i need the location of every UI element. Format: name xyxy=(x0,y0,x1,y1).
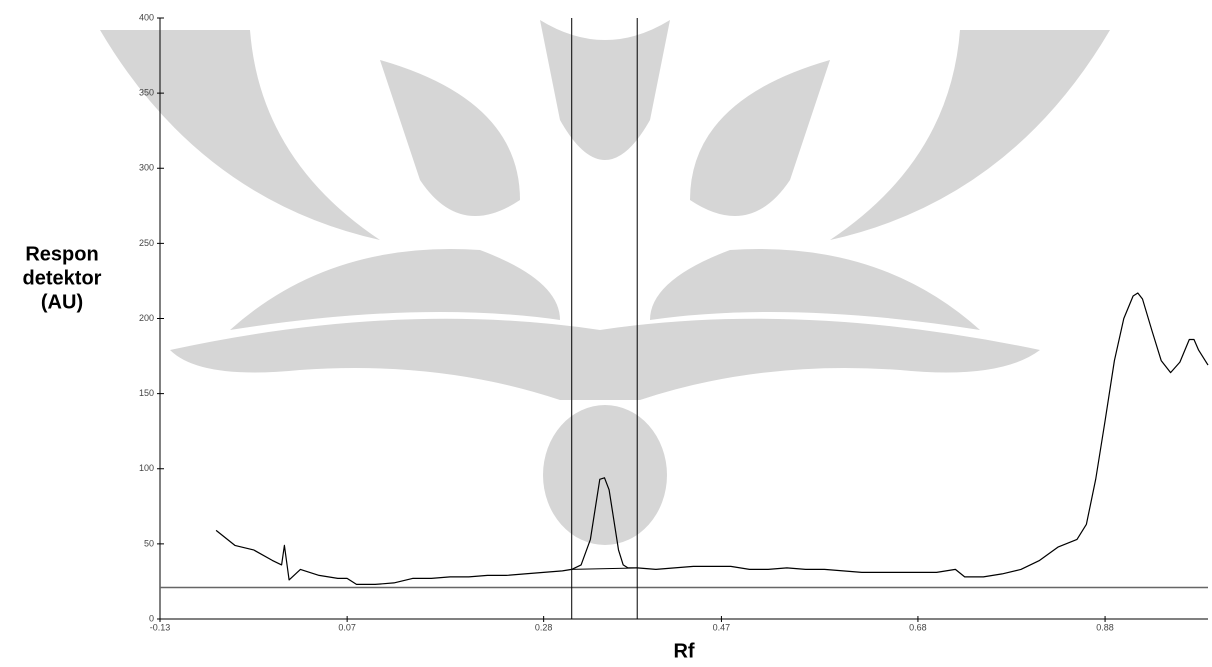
x-tick-label: 0.28 xyxy=(535,622,553,632)
y-tick-label: 0 xyxy=(149,613,154,623)
y-tick-label: 300 xyxy=(139,163,154,173)
peak-baseline xyxy=(571,567,638,570)
x-tick-label: -0.13 xyxy=(150,622,171,632)
y-axis-label: Respon xyxy=(25,243,98,265)
y-axis-label: detektor xyxy=(23,267,102,289)
y-tick-label: 150 xyxy=(139,388,154,398)
x-axis-label: Rf xyxy=(673,640,694,662)
x-tick-label: 0.88 xyxy=(1096,622,1114,632)
y-tick-label: 200 xyxy=(139,313,154,323)
watermark xyxy=(100,20,1110,545)
x-tick-label: 0.07 xyxy=(338,622,356,632)
y-tick-label: 350 xyxy=(139,88,154,98)
y-tick-label: 100 xyxy=(139,463,154,473)
y-tick-label: 400 xyxy=(139,12,154,22)
x-tick-label: 0.68 xyxy=(909,622,927,632)
x-tick-label: 0.47 xyxy=(713,622,731,632)
data-line xyxy=(215,292,1209,585)
y-axis-label: (AU) xyxy=(41,291,83,313)
y-tick-label: 250 xyxy=(139,238,154,248)
y-tick-label: 50 xyxy=(144,538,154,548)
